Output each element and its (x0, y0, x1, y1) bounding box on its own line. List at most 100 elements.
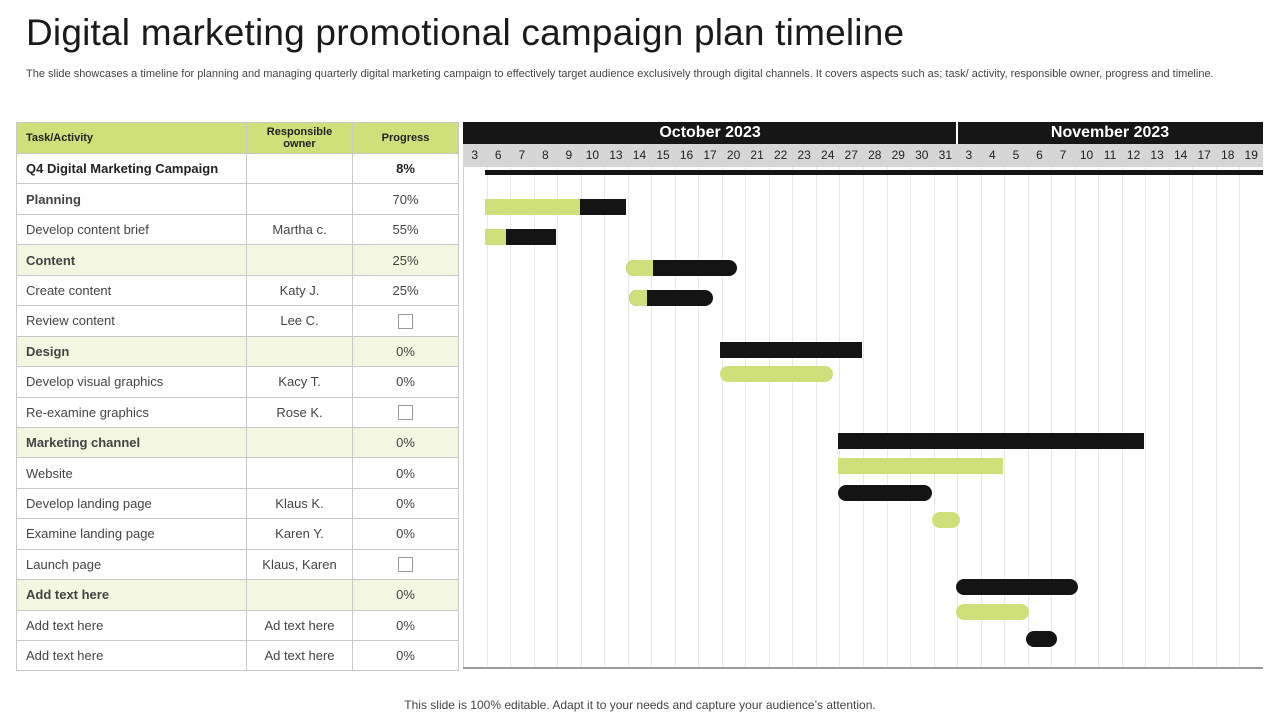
header-owner: Responsible owner (246, 122, 353, 154)
grid-line (1074, 167, 1076, 668)
day-label: 16 (679, 148, 694, 162)
task-owner (246, 457, 353, 489)
task-owner (246, 183, 353, 215)
table-row: Q4 Digital Marketing Campaign 8% (16, 152, 459, 185)
gantt-bar-progress (838, 457, 1003, 474)
day-label: 12 (1126, 148, 1141, 162)
progress-checkbox[interactable] (398, 405, 413, 421)
month-header: October 2023 (463, 122, 958, 144)
task-owner: Ad text here (246, 609, 353, 642)
day-label: 7 (518, 148, 526, 162)
gantt-bar-campaign (484, 170, 1263, 175)
day-label: 29 (891, 148, 905, 162)
gantt-bar-progress (626, 259, 653, 276)
table-row: Develop content brief Martha c. 55% (16, 213, 459, 246)
day-label: 18 (1221, 148, 1235, 162)
day-label: 21 (750, 148, 764, 162)
grid-line (1239, 167, 1241, 668)
day-label: 13 (1150, 148, 1164, 162)
gantt-bar-progress (485, 198, 580, 215)
task-name: Design (16, 335, 247, 368)
grid-line (768, 167, 770, 668)
header-task: Task/Activity (16, 122, 247, 154)
task-owner: Ad text here (246, 639, 353, 672)
grid-line (721, 167, 723, 668)
day-label: 14 (632, 148, 647, 162)
progress-checkbox[interactable] (398, 313, 413, 329)
task-owner: Martha c. (246, 213, 353, 246)
task-name: Content (16, 244, 247, 276)
grid-line (698, 167, 700, 668)
gantt-bar-planned (838, 433, 1144, 450)
task-progress (352, 396, 459, 428)
table-row: Re-examine graphics Rose K. (16, 396, 459, 428)
gantt-bar-progress (628, 290, 648, 307)
day-label: 27 (844, 148, 858, 162)
gantt-bar-planned (838, 484, 933, 501)
grid-line (510, 167, 512, 668)
day-label: 17 (703, 148, 717, 162)
task-progress: 25% (352, 244, 459, 276)
day-label: 28 (868, 148, 882, 162)
grid-line (1004, 167, 1006, 668)
days-header: 3 6 7 8 9 10 13 14 15 16 17 20 21 22 23 24 27 28 29 30 31 3 4 5… (463, 144, 1263, 167)
grid-line (980, 167, 982, 668)
day-label: 14 (1173, 148, 1188, 162)
task-owner (246, 579, 353, 611)
task-name: Add text here (16, 639, 247, 672)
grid-line (1145, 167, 1147, 668)
grid-line (839, 167, 841, 668)
table-header-row: Task/Activity Responsible owner Progress (16, 122, 459, 154)
grid-line (1027, 167, 1029, 668)
grid-line (651, 167, 653, 668)
day-label: 10 (585, 148, 600, 162)
task-name: Re-examine graphics (16, 396, 247, 428)
day-label: 4 (989, 148, 996, 162)
table-row: Design 0% (16, 335, 459, 368)
task-name: Launch page (16, 548, 247, 581)
task-progress: 8% (352, 152, 459, 185)
day-label: 20 (726, 148, 741, 162)
grid-line (463, 167, 464, 668)
gantt-bar-planned (955, 579, 1079, 596)
task-progress: 0% (352, 366, 459, 398)
grid-line (604, 167, 606, 668)
day-label: 9 (565, 148, 573, 162)
task-name: Examine landing page (16, 518, 247, 550)
grid-line (863, 167, 864, 668)
grid-line (745, 167, 747, 668)
grid-line (792, 167, 794, 668)
day-label: 6 (1036, 148, 1043, 162)
table-row: Launch page Klaus, Karen (16, 548, 459, 581)
task-progress: 0% (352, 609, 459, 642)
day-label: 23 (797, 148, 811, 162)
month-separator (956, 122, 959, 144)
grid-line (1192, 167, 1194, 668)
task-owner (246, 335, 353, 368)
day-label: 3 (965, 148, 973, 162)
task-progress: 0% (352, 518, 459, 550)
task-owner: Kacy T. (246, 366, 353, 398)
task-progress: 0% (352, 426, 459, 459)
task-owner: Klaus, Karen (246, 548, 353, 581)
slide-title: Digital marketing promotional campaign p… (26, 12, 905, 53)
day-label: 15 (656, 148, 670, 162)
task-progress: 25% (352, 274, 459, 307)
day-label: 19 (1244, 148, 1258, 162)
task-name: Marketing channel (16, 426, 247, 459)
table-row: Content 25% (16, 244, 459, 276)
grid-line (1051, 167, 1053, 668)
grid-line (957, 167, 959, 668)
table-row: Add text here Ad text here 0% (16, 609, 459, 642)
task-owner: Klaus K. (246, 487, 353, 520)
task-name: Planning (16, 183, 247, 215)
task-table: Task/Activity Responsible owner Progress… (16, 122, 459, 672)
day-label: 5 (1012, 148, 1020, 162)
task-progress: 55% (352, 213, 459, 246)
day-label: 22 (773, 148, 788, 162)
day-label: 24 (821, 148, 835, 162)
day-label: 10 (1079, 148, 1094, 162)
task-owner (246, 426, 353, 459)
gantt-bar-planned (626, 259, 737, 276)
progress-checkbox[interactable] (398, 557, 413, 573)
